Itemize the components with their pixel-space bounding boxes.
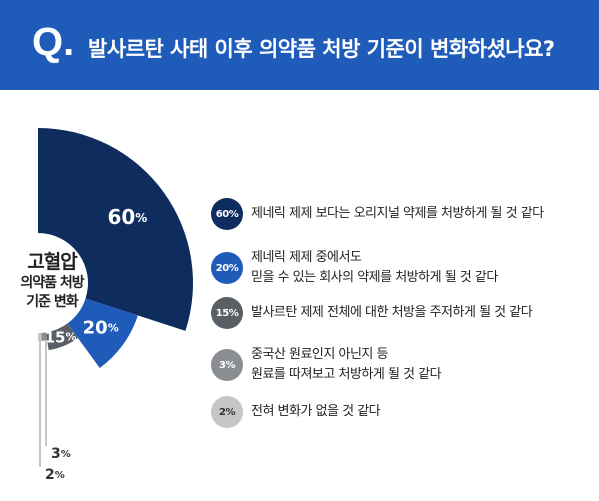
- legend-percent-badge: 3%: [211, 349, 243, 381]
- segment-value-label-3: 15%: [45, 328, 77, 346]
- legend-label: 발사르탄 제제 전체에 대한 처방을 주저하게 될 것 같다: [251, 305, 533, 320]
- center-label-line1: 고혈압: [27, 251, 77, 273]
- segment-value-label-2: 20%: [83, 318, 119, 339]
- half-donut-chart: 60% 20% 15% 3% 2%: [38, 128, 193, 483]
- legend-percent-badge: 15%: [211, 297, 243, 329]
- legend-label: 전혀 변화가 없을 것 같다: [251, 404, 381, 419]
- legend-item: 15% 발사르탄 제제 전체에 대한 처방을 주저하게 될 것 같다: [211, 297, 533, 329]
- legend-item: 3% 중국산 원료인지 아닌지 등 원료를 따져보고 처방하게 될 것 같다: [211, 345, 442, 385]
- segment-value-label-4: 3%: [51, 446, 71, 462]
- chart-center-label: 고혈압 의약품 처방 기준 변화: [0, 250, 104, 312]
- center-label-line2: 의약품 처방: [20, 275, 84, 291]
- legend-item: 20% 제네릭 제제 중에서도 믿을 수 있는 회사의 약제를 처방하게 될 것 …: [211, 248, 498, 288]
- legend-item: 60% 제네릭 제제 보다는 오리지널 약제를 처방하게 될 것 같다: [211, 198, 544, 230]
- question-mark: Q.: [32, 20, 75, 64]
- center-label-line3: 기준 변화: [26, 294, 78, 310]
- legend-label: 제네릭 제제 중에서도 믿을 수 있는 회사의 약제를 처방하게 될 것 같다: [251, 250, 498, 285]
- question-header: Q. 발사르탄 사태 이후 의약품 처방 기준이 변화하셨나요?: [0, 0, 599, 90]
- segment-value-label-1: 60%: [107, 205, 147, 229]
- legend-label: 제네릭 제제 보다는 오리지널 약제를 처방하게 될 것 같다: [251, 206, 544, 221]
- donut-segment-5: [38, 332, 42, 341]
- legend-percent-badge: 2%: [211, 396, 243, 428]
- question-title: 발사르탄 사태 이후 의약품 처방 기준이 변화하셨나요?: [88, 37, 555, 61]
- donut-segment-2: [67, 298, 138, 368]
- legend-item: 2% 전혀 변화가 없을 것 같다: [211, 396, 381, 428]
- donut-segment-4: [41, 332, 48, 341]
- segment-value-label-5: 2%: [45, 467, 65, 483]
- legend-percent-badge: 20%: [211, 252, 243, 284]
- donut-segment-3: [45, 323, 78, 351]
- legend-percent-badge: 60%: [211, 198, 243, 230]
- legend-label: 중국산 원료인지 아닌지 등 원료를 따져보고 처방하게 될 것 같다: [251, 347, 442, 382]
- donut-segment-1: [38, 128, 193, 331]
